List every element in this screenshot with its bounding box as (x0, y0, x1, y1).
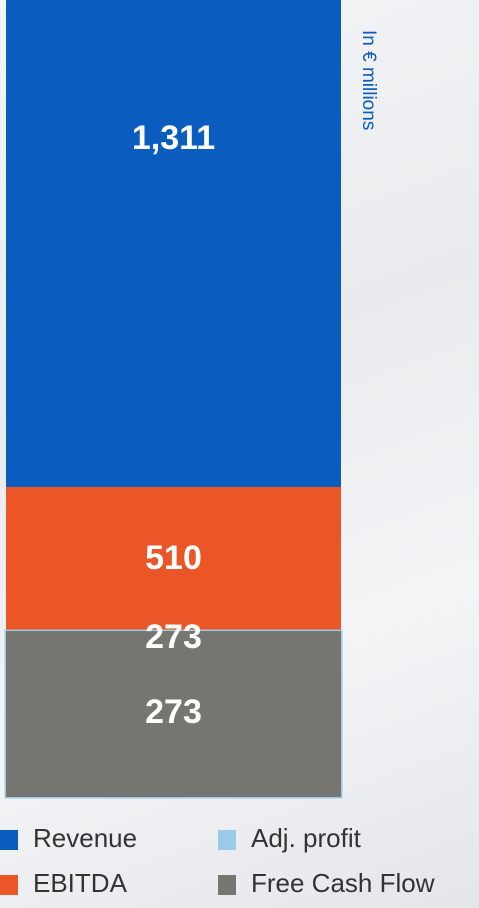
bar (6, 631, 341, 797)
chart-subtitle: In € millions (358, 30, 379, 130)
legend-label: Adj. profit (251, 823, 362, 853)
legend-swatch (0, 875, 18, 895)
legend-label: Revenue (33, 823, 137, 853)
value-label: 1,311 (132, 119, 215, 157)
legend-label: Free Cash Flow (251, 868, 435, 898)
value-label: 273 (145, 693, 202, 731)
value-label: 273 (145, 618, 202, 656)
legend-swatch (218, 875, 236, 895)
legend-label: EBITDA (33, 868, 128, 898)
value-label: 510 (145, 539, 202, 577)
legend-swatch (0, 830, 18, 850)
legend-swatch (218, 830, 236, 850)
